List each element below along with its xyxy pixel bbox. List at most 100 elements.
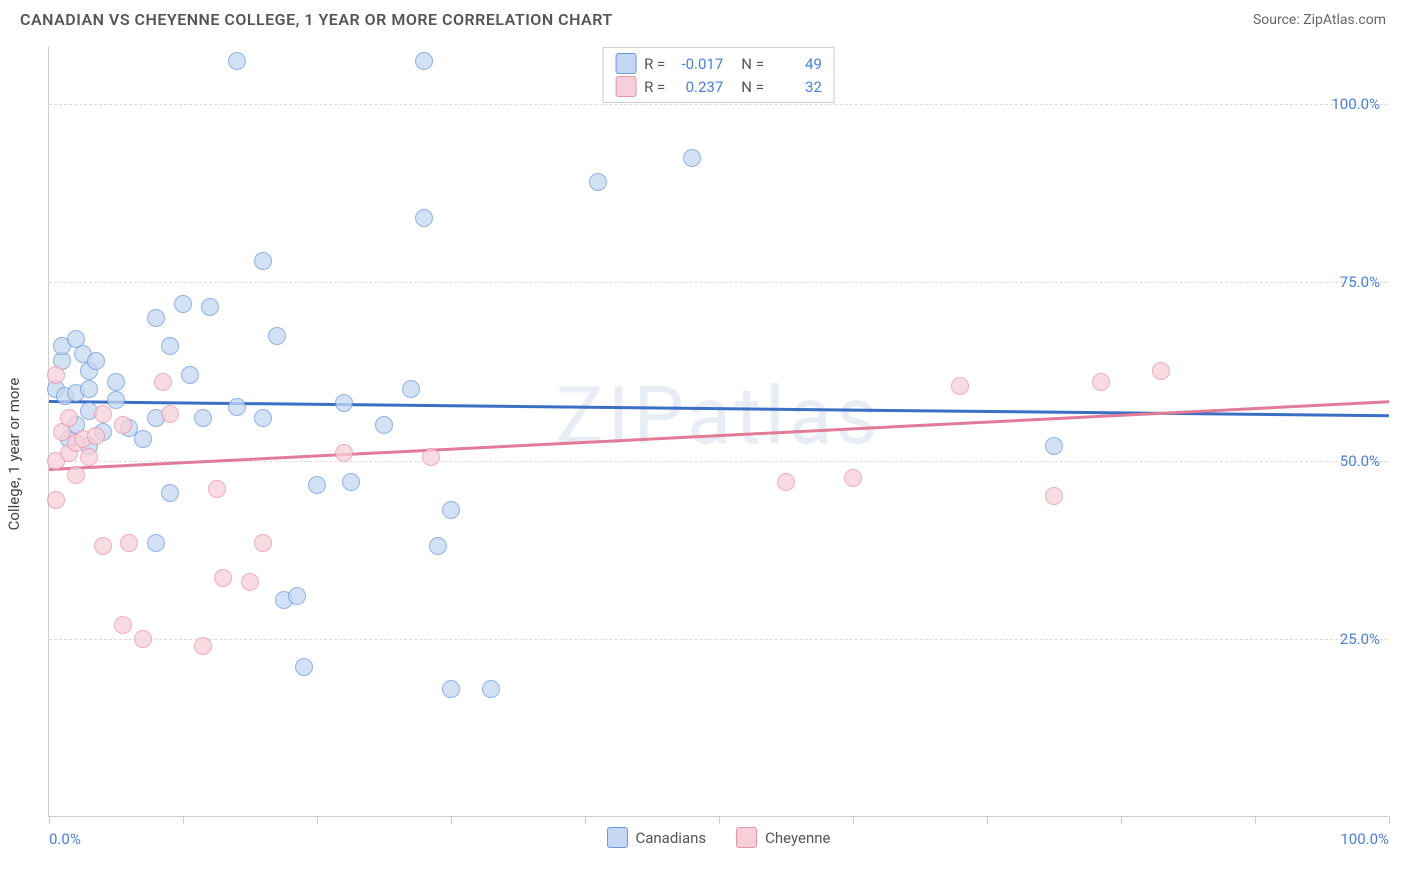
scatter-point [87,427,105,445]
gridline [49,639,1388,640]
legend-swatch [615,53,636,74]
scatter-point [844,469,862,487]
chart-header: CANADIAN VS CHEYENNE COLLEGE, 1 YEAR OR … [0,0,1406,37]
scatter-point [134,630,152,648]
scatter-point [683,149,701,167]
scatter-point [482,680,500,698]
legend-n-value: 32 [772,78,822,96]
scatter-point [777,473,795,491]
scatter-point [47,366,65,384]
scatter-point [194,409,212,427]
scatter-point [214,569,232,587]
x-tick [451,816,452,824]
chart-title: CANADIAN VS CHEYENNE COLLEGE, 1 YEAR OR … [20,10,613,29]
scatter-point [375,416,393,434]
scatter-point [174,295,192,313]
gridline [49,282,1388,283]
scatter-point [67,466,85,484]
y-tick-label: 75.0% [1340,273,1380,291]
legend-n-label: N = [741,55,764,73]
y-axis-label: College, 1 year or more [5,377,23,530]
x-tick [183,816,184,824]
plot-area: ZIPatlas R =-0.017N =49R =0.237N =32 Can… [48,47,1388,817]
scatter-point [201,298,219,316]
gridline [49,461,1388,462]
legend-swatch [736,827,757,848]
y-tick-label: 50.0% [1340,452,1380,470]
scatter-point [154,373,172,391]
scatter-point [422,448,440,466]
legend-r-label: R = [644,78,665,96]
scatter-point [342,473,360,491]
y-tick-label: 100.0% [1331,95,1380,113]
legend-swatch [615,76,636,97]
scatter-point [415,52,433,70]
gridline [49,104,1388,105]
legend-label: Canadians [635,829,706,847]
scatter-point [107,391,125,409]
legend-r-value: -0.017 [673,55,723,73]
legend-r-label: R = [644,55,665,73]
scatter-point [94,405,112,423]
scatter-point [80,448,98,466]
scatter-point [241,573,259,591]
scatter-point [442,501,460,519]
scatter-point [161,337,179,355]
scatter-point [288,587,306,605]
scatter-point [80,380,98,398]
scatter-point [120,534,138,552]
scatter-point [335,394,353,412]
x-tick [49,816,50,824]
scatter-point [208,480,226,498]
watermark: ZIPatlas [556,369,882,463]
legend-stat-row: R =-0.017N =49 [615,52,822,75]
legend-swatch [606,827,627,848]
scatter-point [415,209,433,227]
scatter-point [402,380,420,398]
scatter-point [114,616,132,634]
x-tick [719,816,720,824]
scatter-point [951,377,969,395]
x-tick [987,816,988,824]
chart-container: College, 1 year or more ZIPatlas R = -0.0… [0,37,1406,870]
trend-line [49,400,1389,417]
scatter-point [47,491,65,509]
scatter-point [254,409,272,427]
x-tick-label: 0.0% [49,830,81,848]
legend-r-value: 0.237 [673,78,723,96]
series-legend: Canadians Cheyenne [606,827,830,848]
legend-stat-row: R = 0.237 N = 32 [615,75,822,98]
scatter-point [87,352,105,370]
scatter-point [60,409,78,427]
scatter-point [228,52,246,70]
scatter-point [335,444,353,462]
x-tick [1389,816,1390,824]
scatter-point [147,309,165,327]
x-tick [585,816,586,824]
scatter-point [107,373,125,391]
x-tick [853,816,854,824]
scatter-point [1045,437,1063,455]
scatter-point [254,534,272,552]
scatter-point [308,476,326,494]
chart-source: Source: ZipAtlas.com [1253,12,1386,28]
scatter-point [228,398,246,416]
scatter-point [114,416,132,434]
scatter-point [1152,362,1170,380]
legend-item: Canadians [606,827,706,848]
scatter-point [194,637,212,655]
scatter-point [589,173,607,191]
scatter-point [161,484,179,502]
scatter-point [254,252,272,270]
legend-n-label: N = [741,78,764,96]
scatter-point [295,658,313,676]
scatter-point [1092,373,1110,391]
scatter-point [134,430,152,448]
x-tick [1255,816,1256,824]
scatter-point [181,366,199,384]
x-tick [317,816,318,824]
x-tick [1121,816,1122,824]
scatter-point [147,534,165,552]
legend-label: Cheyenne [765,829,830,847]
scatter-point [268,327,286,345]
